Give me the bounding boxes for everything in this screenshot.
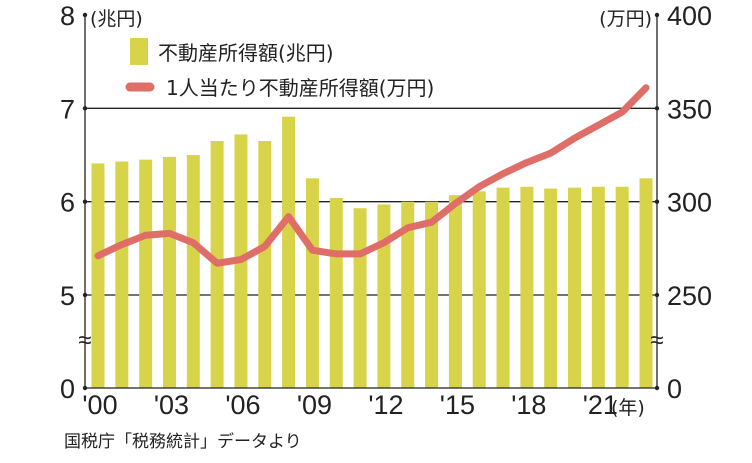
left-tick-label: 6: [60, 188, 75, 218]
bar-2003: [162, 156, 176, 388]
source-note: 国税庁「税務統計」データより: [64, 431, 302, 452]
left-tick-dot: [82, 199, 88, 204]
bar-2007: [258, 141, 272, 388]
right-tick-dot: [654, 12, 660, 18]
left-axis-unit: (兆円): [90, 8, 143, 30]
bar-2022: [615, 186, 629, 388]
bar-2009: [305, 178, 319, 388]
per-capita-line: [94, 84, 650, 267]
bar-2018: [520, 186, 534, 388]
bar-2015: [448, 195, 462, 388]
left-tick-label: 0: [60, 374, 75, 404]
right-axis-unit: (万円): [599, 8, 652, 30]
bar-2000: [91, 163, 105, 388]
left-tick-dot: [82, 385, 88, 391]
bar-2020: [568, 187, 582, 388]
bar-2010: [329, 197, 343, 388]
bar-2017: [496, 187, 510, 388]
x-tick-label: '18: [511, 390, 546, 420]
right-tick-dot: [654, 292, 660, 298]
bar-2021: [591, 186, 605, 388]
bar-2004: [186, 155, 200, 388]
right-tick-label: 350: [667, 94, 712, 124]
legend-bar-swatch: [130, 38, 148, 65]
x-tick-label: '00: [82, 390, 117, 420]
left-tick-dot: [82, 12, 88, 18]
right-tick-label: 0: [667, 374, 682, 404]
x-axis-unit: (年): [611, 397, 645, 419]
bar-2001: [115, 161, 129, 388]
right-tick-label: 250: [667, 281, 712, 311]
x-tick-label: '06: [225, 390, 260, 420]
legend-bar-label: 不動産所得額(兆円): [158, 41, 334, 65]
right-tick-dot: [654, 385, 660, 391]
x-tick-label: '21: [583, 390, 618, 420]
x-tick-label: '09: [297, 390, 332, 420]
bar-2002: [139, 159, 153, 388]
x-tick-label: '03: [154, 390, 189, 420]
right-axis-break-mark: ≈: [650, 327, 663, 354]
right-tick-label: 400: [667, 1, 712, 31]
legend-line-label: 1人当たり不動産所得額(万円): [166, 76, 434, 100]
right-tick-dot: [654, 106, 660, 111]
right-tick-dot: [654, 199, 660, 204]
bar-2011: [353, 208, 367, 388]
bar-2019: [544, 188, 558, 388]
left-tick-dot: [82, 292, 88, 298]
left-tick-label: 8: [60, 1, 75, 31]
left-tick-label: 7: [60, 94, 75, 124]
left-axis-break-mark: ≈: [78, 327, 91, 354]
x-tick-label: '15: [440, 390, 475, 420]
x-tick-label: '12: [368, 390, 403, 420]
bar-2023: [639, 178, 653, 388]
bar-2013: [401, 201, 415, 388]
left-tick-dot: [82, 106, 88, 111]
bar-2012: [377, 204, 391, 388]
bar-2014: [425, 201, 439, 388]
bar-2016: [472, 191, 486, 388]
bar-2008: [282, 116, 296, 388]
right-tick-label: 300: [667, 188, 712, 218]
left-tick-label: 5: [60, 281, 75, 311]
